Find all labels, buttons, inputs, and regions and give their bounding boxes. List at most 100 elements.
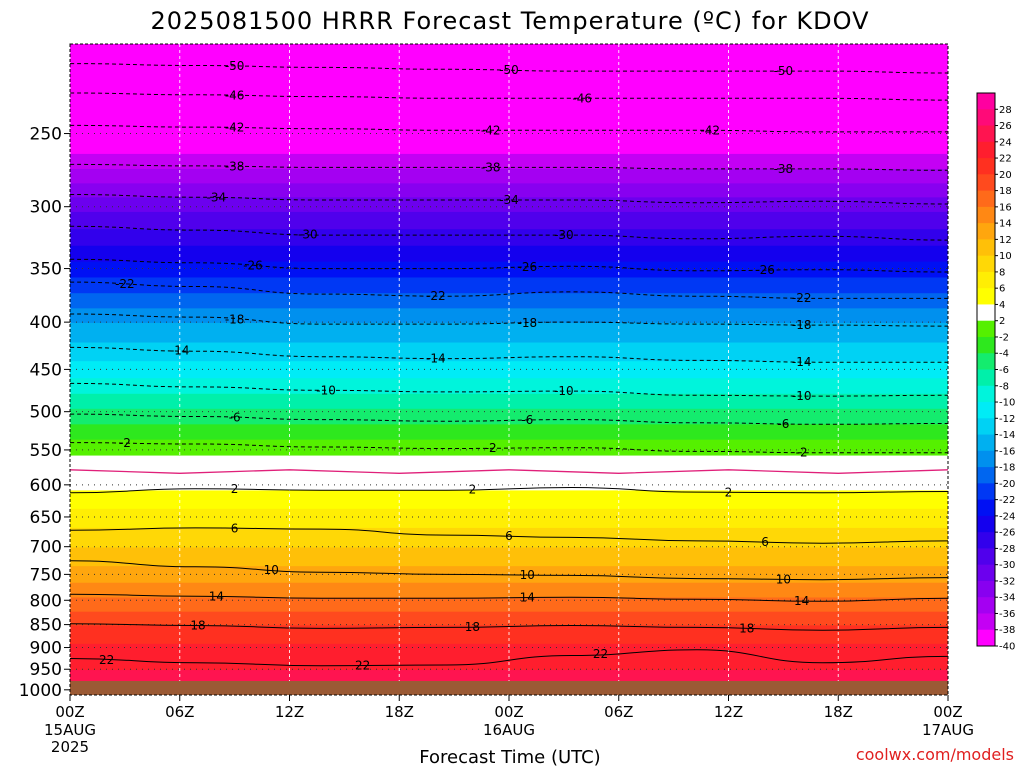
contour-label: -34 — [207, 191, 227, 205]
contour-label: 22 — [593, 647, 608, 661]
contour-line — [70, 560, 948, 581]
colorbar-swatch — [977, 597, 995, 614]
colorbar-swatch — [977, 239, 995, 257]
colorbar-swatch — [977, 499, 995, 517]
colorbar-swatch — [977, 564, 995, 582]
contour-label: -50 — [225, 59, 245, 73]
contour-label: -30 — [554, 228, 574, 242]
colorbar-swatch — [977, 402, 995, 419]
contour-label: -10 — [316, 383, 336, 397]
colorbar-label: -14 — [999, 430, 1015, 441]
contour-label: -42 — [225, 121, 245, 135]
contour-label: 14 — [209, 590, 224, 604]
x-tick-sublabel: 2025 — [51, 738, 89, 756]
y-tick-label: 650 — [30, 508, 62, 528]
temperature-band — [70, 423, 948, 440]
colorbar-label: 20 — [999, 170, 1012, 181]
colorbar-label: -20 — [999, 479, 1015, 490]
colorbar-swatch — [977, 515, 995, 533]
y-tick-label: 500 — [30, 403, 62, 423]
y-tick-label: 550 — [30, 441, 62, 461]
contour-label: -22 — [426, 289, 446, 303]
contour-label: -46 — [572, 91, 592, 105]
colorbar-swatch — [977, 125, 995, 143]
contour-label: -38 — [225, 159, 245, 173]
colorbar-label: 14 — [999, 219, 1012, 230]
x-tick-label: 12Z — [714, 703, 743, 721]
colorbar-swatch — [977, 483, 995, 501]
y-tick-label: 600 — [30, 476, 62, 496]
contour-label: 6 — [761, 535, 769, 549]
contour-label: -18 — [225, 312, 245, 326]
colorbar: 28 26 24 22 20 18 16 14 12 10 8 6 4 2 -2 -4 -6 -8 -10 -12 -1… — [976, 92, 1015, 653]
y-tick-label: 1000 — [19, 681, 62, 701]
colorbar-swatch — [977, 320, 995, 338]
contour-line — [70, 225, 948, 241]
x-tick-sublabel: 15AUG — [44, 721, 96, 739]
colorbar-swatch — [977, 336, 995, 354]
contour-label: 10 — [520, 568, 535, 582]
contour-label: -22 — [115, 277, 135, 291]
colorbar-label: 22 — [999, 154, 1012, 165]
contour-label: -30 — [298, 228, 318, 242]
contour-label: 2 — [231, 482, 239, 496]
colorbar-label: -12 — [999, 414, 1015, 425]
contour-label: -22 — [792, 291, 812, 305]
contour-label: -38 — [774, 162, 794, 176]
colorbar-label: 26 — [999, 121, 1012, 132]
y-tick-label: 900 — [30, 639, 62, 659]
x-tick-sublabel: 16AUG — [483, 721, 535, 739]
contour-label: -46 — [225, 88, 245, 102]
colorbar-label: -36 — [999, 609, 1015, 620]
contour-line — [70, 258, 948, 273]
colorbar-swatch — [977, 467, 995, 484]
contour-label: -2 — [119, 436, 131, 450]
y-tick-label: 400 — [30, 313, 62, 333]
contour-line — [70, 194, 948, 205]
x-tick-label: 12Z — [275, 703, 304, 721]
contour-label: -14 — [426, 351, 446, 365]
ground-surface — [70, 681, 948, 695]
colorbar-label: 4 — [999, 300, 1005, 311]
colorbar-label: 6 — [999, 284, 1005, 295]
x-tick-label: 00Z — [55, 703, 84, 721]
contour-layer: -50 -50 -50 -46 -46 -42 -42 -42 -38 -38 -38 -34 -34 -… — [70, 59, 948, 695]
contour-label: -2 — [485, 441, 497, 455]
freezing-level-line — [70, 469, 948, 474]
temperature-band — [70, 377, 948, 394]
y-tick-label: 850 — [30, 616, 62, 636]
x-tick-label: 06Z — [165, 703, 194, 721]
contour-label: -10 — [792, 389, 812, 403]
contour-line — [70, 623, 948, 631]
colorbar-swatch — [977, 369, 995, 387]
colorbar-label: -16 — [999, 446, 1015, 457]
x-tick-label: 00Z — [933, 703, 962, 721]
colorbar-swatch — [977, 93, 995, 110]
colorbar-swatch — [977, 434, 995, 452]
contour-label: -34 — [499, 193, 519, 207]
colorbar-label: -28 — [999, 544, 1015, 555]
y-tick-label: 350 — [30, 260, 62, 280]
contour-label: 6 — [231, 521, 239, 535]
contour-line — [70, 413, 948, 425]
temperature-band — [70, 292, 948, 309]
colorbar-label: -18 — [999, 463, 1015, 474]
colorbar-label: -8 — [999, 381, 1009, 392]
x-tick-label: 00Z — [494, 703, 523, 721]
contour-line — [70, 527, 948, 544]
contour-label: -18 — [517, 316, 537, 330]
colorbar-label: 24 — [999, 137, 1012, 148]
colorbar-label: -34 — [999, 593, 1015, 604]
colorbar-label: 28 — [999, 105, 1012, 116]
y-axis: 250 300 350 400 450 500 550 600 650 700 750 800 850 9… — [19, 125, 70, 701]
colorbar-label: -26 — [999, 528, 1015, 539]
contour-label: 6 — [505, 529, 513, 543]
colorbar-label: 18 — [999, 186, 1012, 197]
contour-label: -6 — [777, 417, 789, 431]
contour-label: -26 — [517, 260, 537, 274]
colorbar-swatch — [977, 304, 995, 322]
contour-label: -26 — [243, 258, 263, 272]
credit-text: coolwx.com/models — [856, 745, 1014, 764]
